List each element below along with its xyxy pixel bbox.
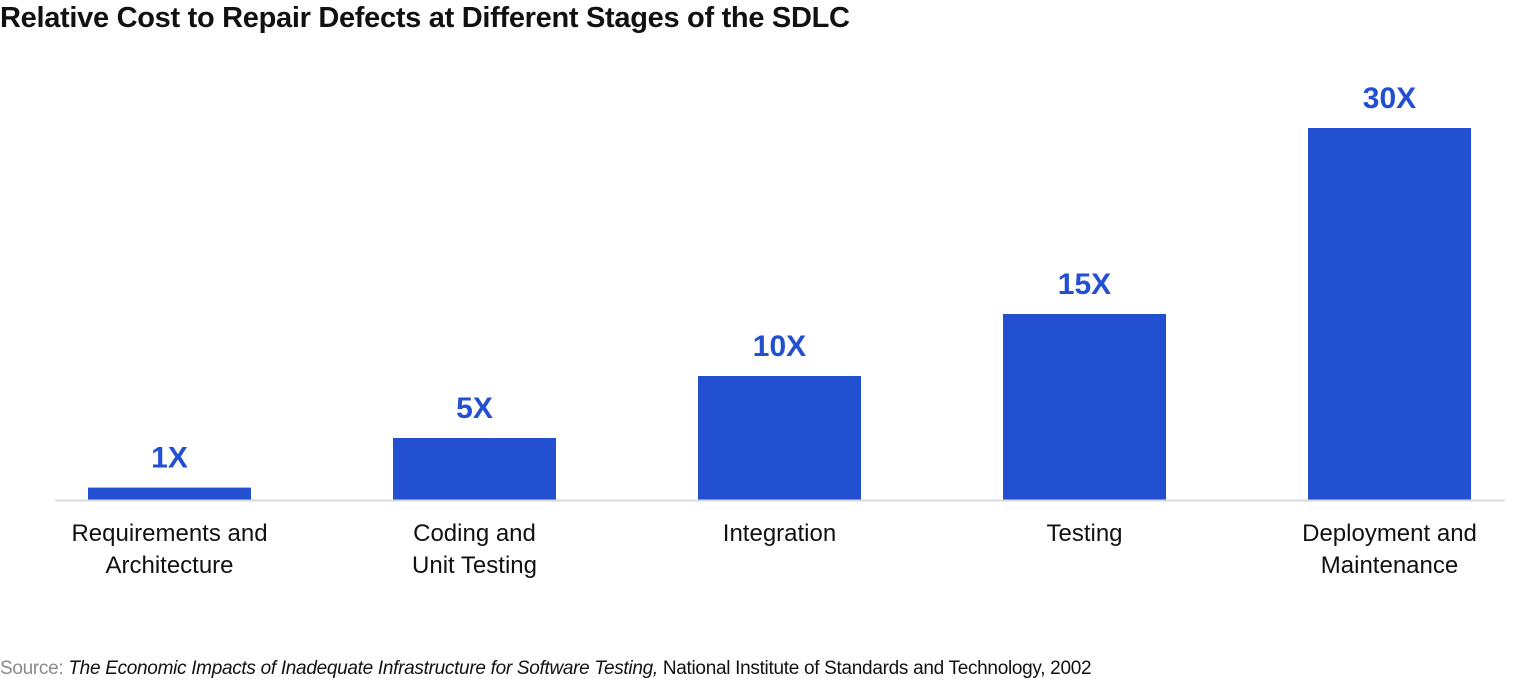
- x-tick-label: Deployment and: [1302, 520, 1477, 547]
- bar: [698, 376, 861, 500]
- x-tick-label: Testing: [1046, 520, 1122, 547]
- source-title: The Economic Impacts of Inadequate Infra…: [68, 658, 658, 679]
- bar: [88, 487, 251, 500]
- x-tick-label: Maintenance: [1321, 552, 1458, 579]
- data-label: 30X: [1363, 82, 1416, 115]
- x-tick-label: Coding and: [413, 520, 536, 547]
- data-label: 15X: [1058, 268, 1111, 301]
- chart-title: Relative Cost to Repair Defects at Diffe…: [0, 2, 850, 34]
- bar: [393, 438, 556, 500]
- bar: [1308, 128, 1471, 500]
- source-note: Source: The Economic Impacts of Inadequa…: [0, 658, 1092, 680]
- x-tick-label: Architecture: [105, 552, 233, 579]
- bar: [1003, 314, 1166, 500]
- x-tick-label: Unit Testing: [412, 552, 537, 579]
- data-label: 1X: [151, 442, 188, 475]
- data-label: 10X: [753, 330, 806, 363]
- source-publisher: National Institute of Standards and Tech…: [662, 658, 1092, 679]
- x-tick-label: Integration: [723, 520, 836, 547]
- data-label: 5X: [456, 392, 493, 425]
- source-label: Source:: [0, 658, 64, 679]
- x-tick-label: Requirements and: [71, 520, 267, 547]
